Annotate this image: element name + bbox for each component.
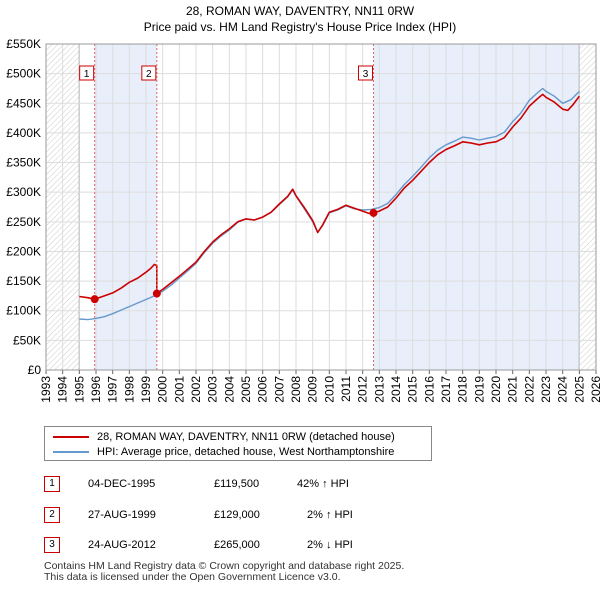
x-tick-label: 2018 (456, 376, 470, 403)
x-tick-label: 1993 (39, 376, 53, 403)
x-tick-label: 2004 (222, 376, 236, 403)
y-tick-label: £450K (6, 96, 41, 110)
sale-row: 2 27-AUG-1999 £129,000 2% ↑ HPI (44, 507, 564, 523)
y-tick-label: £200K (6, 244, 41, 258)
y-tick-label: £350K (6, 156, 41, 170)
legend-swatch-blue (53, 451, 89, 454)
price-chart: 28, ROMAN WAY, DAVENTRY, NN11 0RW Price … (6, 4, 600, 403)
x-tick-label: 1999 (139, 376, 153, 403)
x-tick-label: 2012 (356, 376, 370, 403)
sale-point (369, 208, 378, 217)
sale-hpi-diff: 2% ↓ HPI (307, 539, 353, 551)
x-tick-label: 2001 (172, 376, 186, 403)
sale-price: £129,000 (214, 509, 260, 521)
x-tick-label: 2010 (322, 376, 336, 403)
footer-license: This data is licensed under the Open Gov… (44, 571, 341, 583)
sale-price: £119,500 (214, 478, 260, 490)
legend-label-hpi: HPI: Average price, detached house, West… (97, 446, 395, 458)
sale-point (152, 289, 161, 298)
sale-marker-box (358, 65, 373, 81)
sale-point (90, 295, 99, 304)
y-tick-label: £100K (6, 304, 41, 318)
chart-title: 28, ROMAN WAY, DAVENTRY, NN11 0RW (186, 4, 415, 18)
legend-item-hpi: HPI: Average price, detached house, West… (53, 445, 394, 459)
x-tick-label: 2016 (422, 376, 436, 403)
y-tick-label: £150K (6, 274, 41, 288)
y-tick-label: £250K (6, 215, 41, 229)
sale-marker-box (141, 65, 157, 81)
x-tick-label: 2023 (539, 376, 553, 403)
x-tick-label: 1994 (56, 376, 70, 403)
x-tick-label: 2024 (556, 376, 570, 403)
x-tick-label: 2007 (272, 376, 286, 403)
legend-item-property: 28, ROMAN WAY, DAVENTRY, NN11 0RW (detac… (53, 430, 395, 444)
property-price-line (79, 93, 580, 301)
y-tick-label: £300K (6, 185, 41, 199)
sale-number-badge: 1 (44, 476, 60, 492)
plot-frame (45, 43, 597, 371)
sale-row: 3 24-AUG-2012 £265,000 2% ↓ HPI (44, 537, 564, 553)
chart-subtitle: Price paid vs. HM Land Registry's House … (144, 20, 456, 34)
x-tick-label: 2014 (389, 376, 403, 403)
sale-hpi-diff: 2% ↑ HPI (307, 509, 353, 521)
x-tick-label: 1995 (72, 376, 86, 403)
sale-number-badge: 3 (44, 537, 60, 553)
sale-price: £265,000 (214, 539, 260, 551)
post-data-hatch (579, 44, 596, 370)
x-tick-label: 2003 (206, 376, 220, 403)
x-tick-label: 2025 (572, 376, 586, 403)
x-tick-label: 2011 (339, 376, 353, 402)
sale-number-badge: 2 (44, 507, 60, 523)
y-tick-label: £0 (28, 363, 42, 377)
y-tick-label: £500K (6, 67, 41, 81)
y-tick-label: £400K (6, 126, 41, 140)
x-tick-label: 2000 (156, 376, 170, 403)
x-tick-label: 2015 (406, 376, 420, 403)
x-tick-label: 2020 (489, 376, 503, 403)
x-tick-label: 2022 (522, 376, 536, 403)
x-tick-label: 2021 (506, 376, 520, 403)
x-tick-label: 1997 (106, 376, 120, 403)
x-tick-label: 2006 (256, 376, 270, 403)
legend: 28, ROMAN WAY, DAVENTRY, NN11 0RW (detac… (44, 426, 432, 461)
footer-copyright: Contains HM Land Registry data © Crown c… (44, 560, 405, 572)
sale-date: 24-AUG-2012 (88, 539, 156, 551)
x-tick-label: 2026 (589, 376, 600, 403)
y-tick-label: £50K (13, 333, 41, 347)
sale-marker-label: 2 (146, 69, 152, 80)
legend-label-property: 28, ROMAN WAY, DAVENTRY, NN11 0RW (detac… (97, 431, 395, 443)
x-tick-label: 1998 (122, 376, 136, 403)
x-tick-label: 2009 (306, 376, 320, 403)
x-tick-label: 1996 (89, 376, 103, 403)
sale-row: 1 04-DEC-1995 £119,500 42% ↑ HPI (44, 476, 564, 492)
x-tick-label: 2008 (289, 376, 303, 403)
sale-marker-box (79, 65, 95, 81)
x-tick-label: 2002 (189, 376, 203, 403)
ownership-shade (94, 44, 157, 370)
sale-date: 27-AUG-1999 (88, 509, 156, 521)
x-tick-label: 2019 (472, 376, 486, 403)
x-tick-label: 2005 (239, 376, 253, 403)
sale-hpi-diff: 42% ↑ HPI (297, 478, 349, 490)
ownership-shade (373, 44, 580, 370)
sale-date: 04-DEC-1995 (88, 478, 156, 490)
sale-marker-label: 1 (84, 69, 90, 80)
footer: Contains HM Land Registry data © Crown c… (44, 561, 404, 583)
legend-swatch-red (53, 436, 89, 439)
sale-marker-label: 3 (363, 69, 369, 80)
x-tick-label: 2013 (372, 376, 386, 403)
x-tick-label: 2017 (439, 376, 453, 403)
y-tick-label: £550K (6, 37, 41, 51)
